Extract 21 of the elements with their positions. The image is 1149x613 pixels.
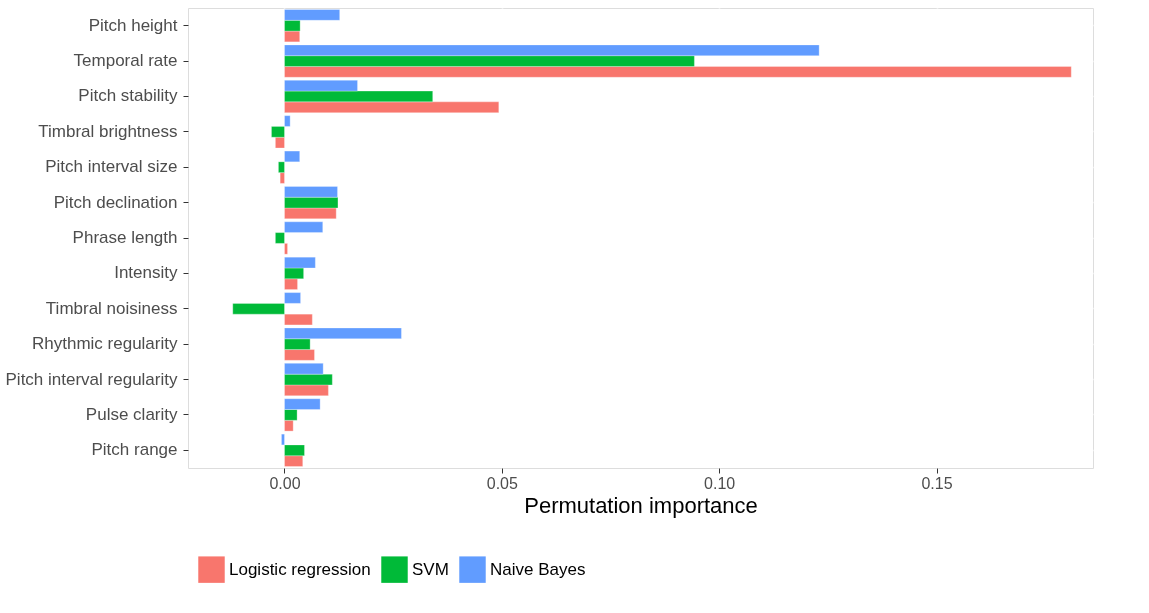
legend-label: Logistic regression (229, 559, 371, 579)
y-tick-label: Rhythmic regularity (32, 334, 178, 354)
x-tick-label: 0.10 (704, 474, 736, 492)
x-tick-label: 0.15 (921, 474, 953, 492)
y-tick-label: Pitch height (88, 15, 178, 35)
legend-label: SVM (412, 559, 449, 579)
y-tick-label: Timbral noisiness (45, 298, 178, 318)
y-tick-label: Phrase length (72, 228, 178, 247)
y-tick-label: Intensity (114, 263, 178, 283)
y-tick-label: Temporal rate (73, 51, 178, 71)
y-tick-label: Pitch range (91, 440, 178, 460)
y-tick-label: Pitch interval size (45, 157, 178, 177)
legend-label: Naive Bayes (490, 559, 586, 579)
x-tick-label: 0.05 (486, 474, 519, 492)
y-tick-label: Pitch interval regularity (5, 369, 178, 389)
y-tick-label: Timbral brightness (38, 121, 178, 141)
y-tick-label: Pulse clarity (85, 404, 178, 424)
x-axis-title: Permutation importance (524, 492, 758, 518)
y-tick-label: Pitch declination (53, 192, 178, 212)
x-tick-label: 0.00 (269, 474, 301, 492)
y-tick-label: Pitch stability (78, 86, 178, 106)
